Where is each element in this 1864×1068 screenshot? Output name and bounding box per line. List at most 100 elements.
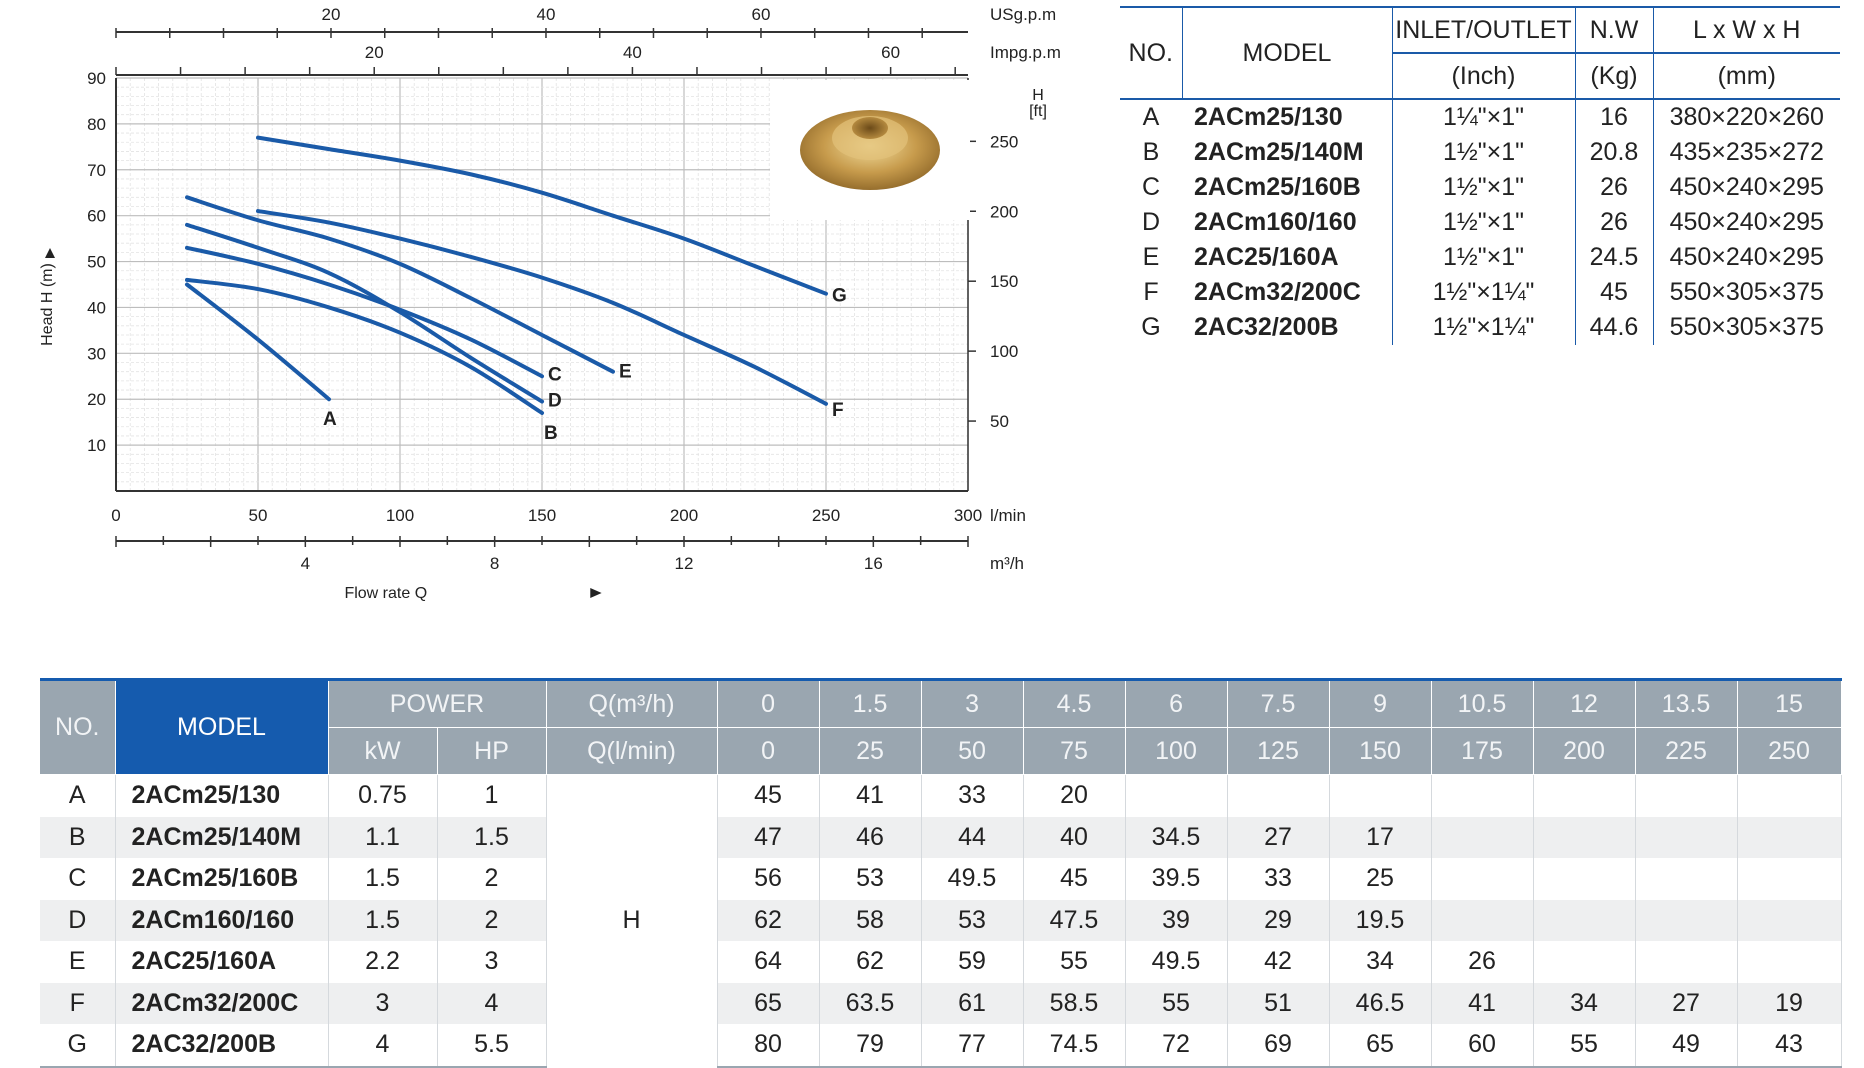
perf-head-value: 40 (1023, 816, 1126, 858)
spec-row: A 2ACm25/130 1¼"×1" 16 380×220×260 (1120, 99, 1840, 135)
perf-head-value: 55 (1533, 1024, 1636, 1068)
y-tick-label: 60 (87, 207, 106, 226)
y2-tick-label: 150 (990, 272, 1018, 291)
spec-row: D 2ACm160/160 1½"×1" 26 450×240×295 (1120, 205, 1840, 240)
perf-q-m3h-cell: 13.5 (1635, 678, 1738, 728)
perf-head-value: 19.5 (1329, 899, 1432, 941)
spec-row: E 2AC25/160A 1½"×1" 24.5 450×240×295 (1120, 240, 1840, 275)
m3h-unit-label: m³/h (990, 554, 1024, 573)
perf-head-value (1635, 774, 1738, 817)
perf-q-m3h-cell: 1.5 (819, 678, 922, 728)
perf-q-lmin-cell: 125 (1227, 727, 1330, 775)
perf-head-value: 42 (1227, 941, 1330, 983)
curve-label-a: A (323, 409, 337, 430)
spec-inlet: 1½"×1" (1392, 135, 1576, 170)
perf-head-value (1635, 941, 1738, 983)
perf-hp: 2 (437, 858, 547, 900)
m3h-tick-label: 8 (490, 554, 499, 573)
spec-no: E (1142, 243, 1160, 271)
y-tick-label: 90 (87, 69, 106, 88)
spec-dims: 450×240×295 (1669, 208, 1824, 236)
spec-model: 2ACm25/140M (1182, 135, 1393, 170)
perf-head-value: 58 (819, 899, 922, 941)
perf-head-value: 80 (717, 1024, 820, 1068)
spec-dims: 550×305×375 (1669, 278, 1824, 306)
perf-head-value: 29 (1227, 899, 1330, 941)
perf-q-m3h-cell: 10.5 (1431, 678, 1534, 728)
perf-head-value: 45 (1023, 858, 1126, 900)
spec-nw: 26 (1575, 205, 1654, 240)
perf-head-value: 17 (1329, 816, 1432, 858)
curve-label-f: F (832, 400, 844, 421)
perf-q-lmin-cell: 75 (1023, 727, 1126, 775)
y2-unit-label: [ft] (1029, 103, 1047, 120)
perf-head-value: 55 (1125, 982, 1228, 1024)
perf-kw: 2.2 (328, 941, 438, 983)
perf-h-label: H (546, 774, 718, 1067)
perf-head-value (1737, 941, 1842, 983)
y-axis-arrow (45, 248, 55, 258)
perf-q-lmin-cell: 25 (819, 727, 922, 775)
m3h-tick-label: 12 (675, 554, 694, 573)
perf-head-value: 53 (921, 899, 1024, 941)
y-tick-label: 20 (87, 390, 106, 409)
y2-tick-label: 250 (990, 132, 1018, 151)
perf-head-value: 64 (717, 941, 820, 983)
curve-label-d: D (548, 391, 562, 412)
perf-hp: 1 (437, 774, 547, 817)
perf-q-m3h-cell: 9 (1329, 678, 1432, 728)
perf-head-value: 44 (921, 816, 1024, 858)
perf-head-value: 59 (921, 941, 1024, 983)
perf-head-value (1533, 816, 1636, 858)
spec-row: F 2ACm32/200C 1½"×1¼" 45 550×305×375 (1120, 275, 1840, 310)
perf-head-value: 49.5 (921, 858, 1024, 900)
spec-row: B 2ACm25/140M 1½"×1" 20.8 435×235×272 (1120, 135, 1840, 170)
perf-no: A (40, 774, 116, 817)
perf-q-lmin-cell: 100 (1125, 727, 1228, 775)
spec-header-dims-unit: (mm) (1653, 53, 1840, 100)
perf-no: D (40, 899, 116, 941)
perf-head-value (1737, 774, 1842, 817)
perf-head-value (1431, 774, 1534, 817)
perf-model: 2ACm32/200C (115, 982, 329, 1024)
perf-head-value: 34 (1533, 982, 1636, 1024)
impeller-photo (770, 80, 970, 220)
perf-header-model: MODEL (115, 678, 329, 775)
perf-head-value (1533, 941, 1636, 983)
perf-model: 2ACm25/130 (115, 774, 329, 817)
perf-header-power: POWER (328, 678, 547, 728)
y-tick-label: 40 (87, 298, 106, 317)
perf-hp: 4 (437, 982, 547, 1024)
x-axis-arrow (590, 588, 602, 598)
perf-q-lmin-cell: 150 (1329, 727, 1432, 775)
perf-head-value: 27 (1635, 982, 1738, 1024)
perf-head-value (1635, 858, 1738, 900)
perf-head-value: 34 (1329, 941, 1432, 983)
x-axis-title: Flow rate Q (344, 585, 427, 602)
perf-model: 2AC32/200B (115, 1024, 329, 1068)
perf-head-value: 19 (1737, 982, 1842, 1024)
curve-label-b: B (544, 423, 558, 444)
usgpm-tick-label: 20 (322, 5, 341, 24)
x-tick-label: 0 (111, 506, 120, 525)
perf-model: 2ACm25/140M (115, 816, 329, 858)
curve-label-c: C (548, 364, 562, 385)
spec-dims: 450×240×295 (1669, 173, 1824, 201)
spec-header-model: MODEL (1182, 7, 1393, 100)
perf-head-value: 65 (717, 982, 820, 1024)
spec-inlet: 1½"×1" (1392, 205, 1576, 240)
y-tick-label: 50 (87, 253, 106, 272)
perf-head-value: 56 (717, 858, 820, 900)
perf-q-m3h-cell: 12 (1533, 678, 1636, 728)
perf-head-value: 63.5 (819, 982, 922, 1024)
perf-head-value (1431, 858, 1534, 900)
perf-header-q-lmin: Q(l/min) (546, 727, 718, 775)
perf-head-value (1533, 774, 1636, 817)
perf-head-value (1737, 816, 1842, 858)
spec-model: 2AC25/160A (1182, 240, 1393, 275)
curve-label-g: G (832, 286, 847, 307)
x-tick-label: 50 (249, 506, 268, 525)
spec-nw: 26 (1575, 170, 1654, 205)
spec-dims: 550×305×375 (1669, 313, 1824, 341)
spec-dims: 450×240×295 (1669, 243, 1824, 271)
